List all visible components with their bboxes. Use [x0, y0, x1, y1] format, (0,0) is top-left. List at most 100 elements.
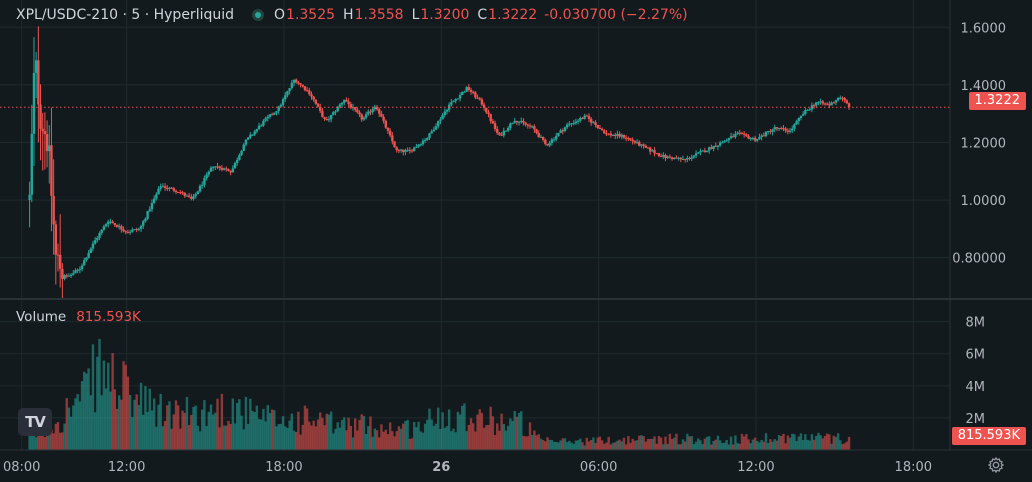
candle-body [583, 115, 586, 119]
volume-bar [557, 442, 560, 450]
candle-body [817, 102, 820, 104]
candle-body [336, 106, 339, 112]
candle-body [329, 114, 333, 120]
volume-bar [384, 429, 387, 450]
candle-body [478, 98, 481, 100]
volume-bar [332, 433, 335, 450]
volume-bar [104, 388, 108, 450]
candle-body [201, 184, 204, 186]
candle-body [631, 139, 634, 142]
volume-bar [275, 426, 278, 450]
volume-bar [526, 436, 530, 450]
candle-body [745, 134, 748, 136]
candle-body [614, 134, 617, 136]
volume-bar [592, 437, 595, 450]
candle-body [303, 86, 307, 91]
candle-body [528, 125, 532, 127]
volume-bar [231, 398, 235, 450]
tradingview-logo-icon[interactable]: TV [18, 408, 52, 436]
volume-bar [738, 443, 741, 450]
candle-body [109, 221, 112, 223]
volume-bar [596, 437, 599, 450]
volume-axis-label: 8M [966, 316, 986, 331]
candle-body [305, 90, 309, 92]
volume-bar [155, 426, 158, 450]
low-value: 1.3200 [420, 7, 470, 23]
candle-body [769, 131, 772, 133]
volume-bar [316, 419, 320, 450]
volume-bar [159, 393, 162, 450]
candle-body [157, 188, 160, 195]
volume-bar [87, 368, 90, 450]
volume-bar [187, 425, 191, 450]
volume-bar [216, 398, 219, 450]
volume-bar [166, 405, 169, 450]
candle-body [611, 134, 615, 136]
volume-bar [251, 410, 254, 450]
candle-body [493, 123, 497, 129]
candle-body [96, 237, 99, 241]
candle-body [500, 134, 503, 136]
volume-label[interactable]: Volume [16, 309, 67, 325]
high-label: H [343, 7, 354, 23]
candle-body [467, 87, 471, 90]
volume-bar [190, 414, 193, 450]
volume-bar [760, 439, 763, 450]
volume-bar [397, 426, 401, 450]
candle-body [364, 114, 368, 118]
candle-body [795, 121, 798, 125]
market-status-icon[interactable] [252, 9, 265, 21]
candle-body [526, 124, 530, 126]
candles [28, 26, 851, 298]
symbol-title[interactable]: XPL/USDC-210 · 5 · Hyperliquid [16, 7, 235, 23]
volume-bar [648, 438, 652, 450]
candle-body [738, 132, 741, 134]
candle-body [264, 118, 267, 121]
volume-bar [482, 427, 486, 450]
volume-bar [93, 412, 97, 450]
settings-gear-icon[interactable] [987, 456, 1005, 474]
volume-bar [314, 426, 318, 450]
candle-body [292, 79, 296, 83]
candle-body [399, 149, 403, 151]
candle-body [61, 268, 64, 279]
volume-bar [218, 427, 221, 450]
candle-body [325, 118, 328, 120]
volume-bar [823, 435, 827, 450]
volume-bar [37, 426, 40, 450]
candle-body [561, 130, 564, 132]
volume-bar [214, 412, 217, 450]
candle-body [209, 167, 213, 172]
candle-body [334, 111, 337, 113]
candle-body [63, 275, 66, 279]
volume-bar [703, 438, 707, 450]
candle-body [91, 243, 95, 249]
volume-bar [176, 405, 180, 450]
volume-bar [356, 430, 359, 450]
volume-bar [192, 407, 195, 450]
volume-bar [439, 429, 442, 450]
volume-bar [812, 439, 816, 450]
candle-body [627, 138, 630, 140]
candle-body [242, 144, 245, 151]
price-axis-label: 1.0000 [961, 194, 1007, 209]
candle-body [218, 166, 221, 168]
candle-body [102, 226, 106, 230]
candle-body [43, 130, 47, 135]
volume-bar [117, 395, 121, 450]
volume-bar [712, 440, 715, 450]
candle-body [290, 82, 294, 89]
candle-body [705, 150, 709, 153]
candle-body [506, 127, 510, 131]
volume-bar [312, 420, 315, 450]
candle-body [338, 104, 342, 107]
volume-bar [668, 433, 672, 450]
volume-bar [89, 395, 92, 450]
candle-body [437, 120, 440, 127]
volume-bar [589, 440, 593, 450]
volume-bar [39, 434, 42, 450]
candle-body [629, 138, 632, 140]
candle-body [388, 130, 392, 136]
candle-body [638, 141, 641, 146]
